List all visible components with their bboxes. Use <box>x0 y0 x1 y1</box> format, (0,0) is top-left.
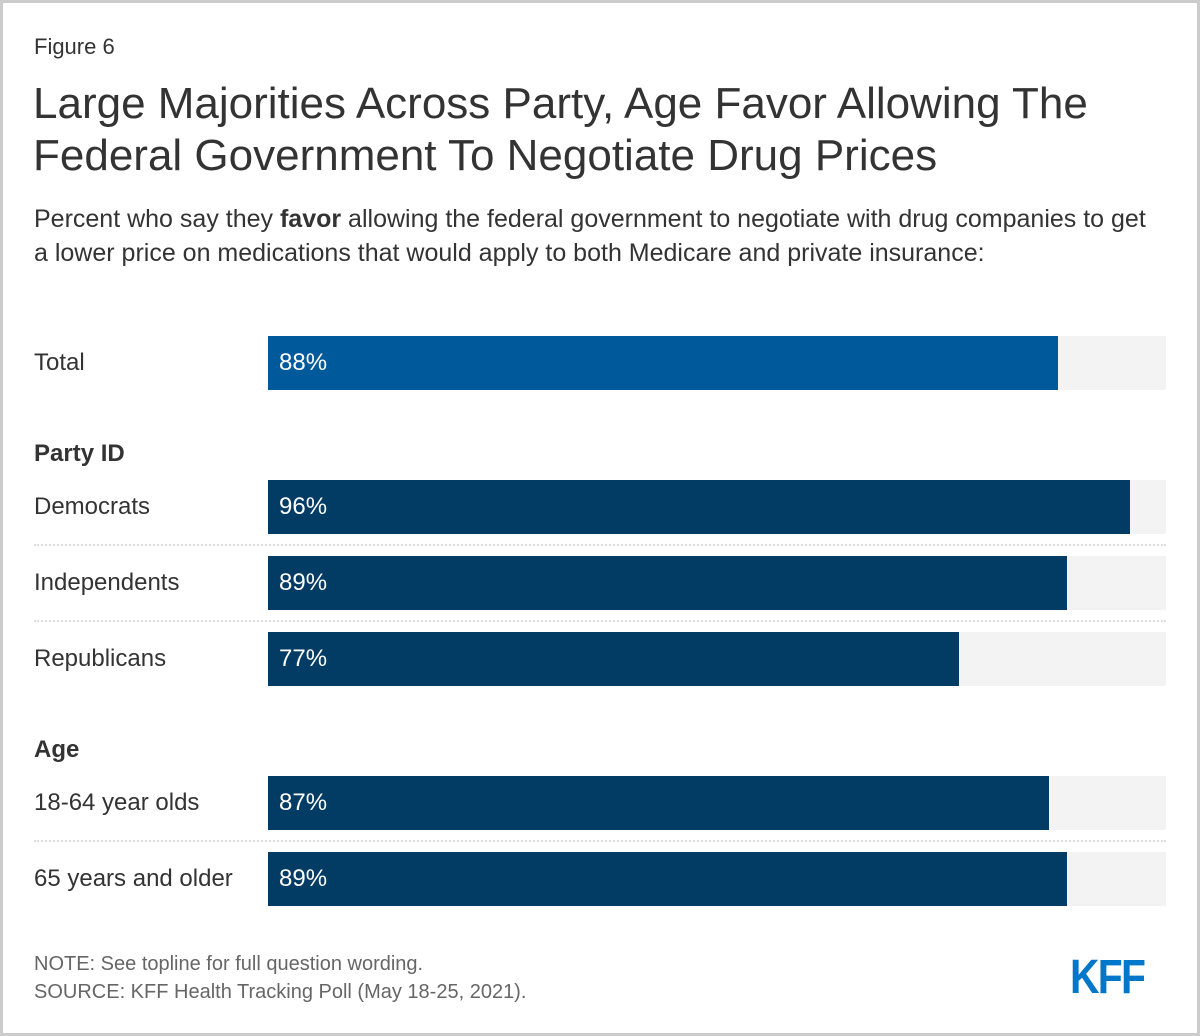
row-divider <box>34 620 1166 622</box>
data-label: 89% <box>279 569 328 596</box>
row-divider <box>34 544 1166 546</box>
data-label: 87% <box>279 789 328 816</box>
data-label: 89% <box>279 865 328 892</box>
group-label: Party ID <box>34 440 125 467</box>
category-label: Total <box>34 349 85 376</box>
chart-title: Large Majorities Across Party, Age Favor… <box>33 79 1088 180</box>
bar: 87% <box>268 776 1050 830</box>
data-label: 77% <box>279 645 328 672</box>
kff-logo: KFF <box>1070 951 1146 1004</box>
subtitle-part: Percent who say they <box>34 205 280 233</box>
bar-track: 89% <box>268 556 1166 610</box>
bar: 89% <box>268 852 1068 906</box>
subtitle-part: allowing the federal government to negot… <box>34 205 1146 267</box>
category-label: 18-64 year olds <box>34 789 200 816</box>
bar-track: 89% <box>268 852 1166 906</box>
data-label: 88% <box>279 349 328 376</box>
bar-track: 77% <box>268 632 1166 686</box>
bar: 77% <box>268 632 960 686</box>
bar: 89% <box>268 556 1068 610</box>
bar: 96% <box>268 480 1131 534</box>
bar-track: 88% <box>268 336 1166 390</box>
bar: 88% <box>268 336 1059 390</box>
category-label: Democrats <box>34 493 151 520</box>
footnotes: NOTE: See topline for full question word… <box>34 950 526 1006</box>
category-label: Independents <box>34 569 180 596</box>
group-label: Age <box>34 736 80 763</box>
figure-label: Figure 6 <box>34 34 115 59</box>
note-text: NOTE: See topline for full question word… <box>34 953 424 975</box>
bar-track: 96% <box>268 480 1166 534</box>
category-label: Republicans <box>34 645 167 672</box>
source-text: SOURCE: KFF Health Tracking Poll (May 18… <box>34 981 527 1003</box>
chart-subtitle: Percent who say they favor allowing the … <box>34 202 1154 270</box>
bar-track: 87% <box>268 776 1166 830</box>
category-label: 65 years and older <box>34 865 233 892</box>
row-divider <box>34 840 1166 842</box>
data-label: 96% <box>279 493 328 520</box>
subtitle-emphasis: favor <box>279 205 342 233</box>
